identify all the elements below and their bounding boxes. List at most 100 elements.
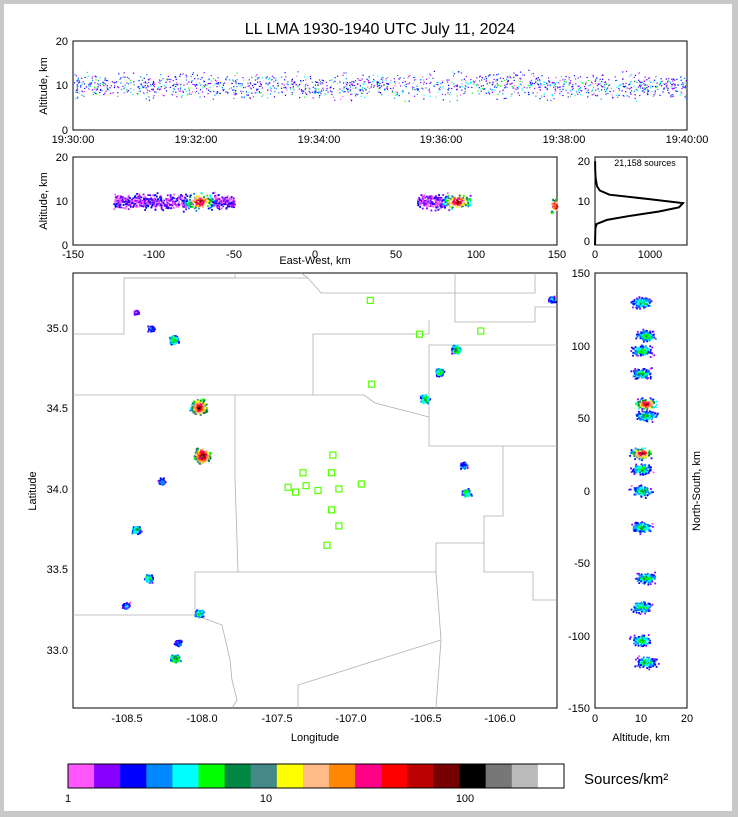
time-source-point <box>184 88 186 90</box>
ew-density-cell <box>142 205 145 208</box>
time-source-point <box>98 80 100 82</box>
time-source-point <box>300 81 302 83</box>
time-source-point <box>190 75 192 78</box>
ew-density-cell <box>169 198 172 201</box>
map-density-cell <box>148 576 151 579</box>
time-source-point <box>537 76 539 79</box>
time-source-point <box>314 92 317 94</box>
ew-density-cell <box>554 207 557 210</box>
time-source-point <box>294 82 296 84</box>
time-source-point <box>527 84 529 86</box>
map-density-cell <box>466 489 469 492</box>
time-source-point <box>509 83 511 85</box>
time-source-point <box>643 88 646 90</box>
time-source-point <box>485 78 488 80</box>
time-source-point <box>639 83 642 85</box>
time-source-point <box>267 78 270 80</box>
map-density-cell <box>136 312 139 315</box>
ew-density-cell <box>441 203 444 205</box>
time-source-point <box>638 79 640 81</box>
time-x-tick: 19:30:00 <box>52 134 95 146</box>
ew-density-cell <box>155 200 158 203</box>
ew-density-cell <box>202 197 205 200</box>
time-source-point <box>149 85 152 87</box>
ns-density-cell <box>635 299 637 302</box>
time-source-point <box>178 90 180 92</box>
map-density-cell <box>436 368 439 371</box>
ew-density-cell <box>117 206 120 208</box>
time-source-point <box>339 88 341 90</box>
ew-density-cell <box>233 206 235 209</box>
ew-density-cell <box>204 198 207 201</box>
ew-density-cell <box>131 200 134 203</box>
time-source-point <box>619 84 621 86</box>
time-source-point <box>329 86 332 89</box>
time-source-point <box>230 87 233 89</box>
time-source-point <box>74 74 76 76</box>
ew-density-cell <box>418 197 420 199</box>
time-source-point <box>103 93 105 96</box>
ns-density-cell <box>650 300 653 303</box>
ew-density-cell <box>138 205 141 208</box>
map-density-cell <box>148 578 151 581</box>
time-source-point <box>452 75 455 77</box>
time-source-point <box>81 94 83 96</box>
time-source-point <box>256 92 258 94</box>
time-source-point <box>513 72 515 74</box>
time-source-point <box>667 89 669 91</box>
map-density-cell <box>160 481 163 484</box>
map-density-cell <box>175 657 178 660</box>
time-source-point <box>604 81 606 83</box>
time-source-point <box>277 82 279 84</box>
map-density-cell <box>438 375 441 378</box>
station-marker <box>327 506 336 514</box>
time-source-point <box>395 93 397 95</box>
time-source-point <box>365 89 367 91</box>
ew-density-cell <box>128 201 131 203</box>
time-source-point <box>491 89 493 91</box>
map-density-cell <box>194 412 197 415</box>
time-source-point <box>239 85 241 87</box>
ns-density-cell <box>638 300 641 303</box>
time-source-point <box>97 86 99 88</box>
time-source-point <box>497 73 499 75</box>
ew-density-cell <box>434 206 437 208</box>
ew-density-cell <box>198 205 200 208</box>
time-source-point <box>291 91 293 94</box>
time-source-point <box>108 89 110 91</box>
time-source-point <box>88 85 90 87</box>
time-source-point <box>172 91 174 93</box>
time-source-point <box>679 94 681 96</box>
time-source-point <box>207 92 209 95</box>
time-source-point <box>575 83 577 85</box>
ew-density-cell <box>133 203 135 206</box>
ew-density-cell <box>192 199 195 202</box>
map-density-cell <box>197 611 200 614</box>
map-density-cell <box>172 658 175 661</box>
time-source-point <box>227 93 229 95</box>
map-density-cell <box>197 406 200 409</box>
map-density-cell <box>204 456 207 459</box>
map-density-cell <box>201 455 204 458</box>
ew-density-cell <box>199 200 202 202</box>
time-source-point <box>93 88 96 90</box>
ew-density-cell <box>419 206 421 208</box>
time-source-point <box>315 88 317 90</box>
time-source-point <box>130 91 132 94</box>
map-density-cell <box>146 576 149 579</box>
map-density-cell <box>197 450 200 453</box>
time-source-point <box>207 78 209 81</box>
time-source-point <box>600 98 602 100</box>
map-density-cell <box>195 611 198 614</box>
time-source-point <box>234 74 236 77</box>
time-source-point <box>429 82 431 85</box>
map-density-cell <box>151 326 154 329</box>
map-density-cell <box>151 580 154 583</box>
ew-density-cell <box>136 193 138 195</box>
time-source-point <box>169 86 171 89</box>
time-source-point <box>305 83 307 85</box>
time-source-point <box>332 82 335 84</box>
time-source-point <box>507 80 509 82</box>
time-source-point <box>648 77 651 79</box>
time-source-point <box>662 83 665 85</box>
